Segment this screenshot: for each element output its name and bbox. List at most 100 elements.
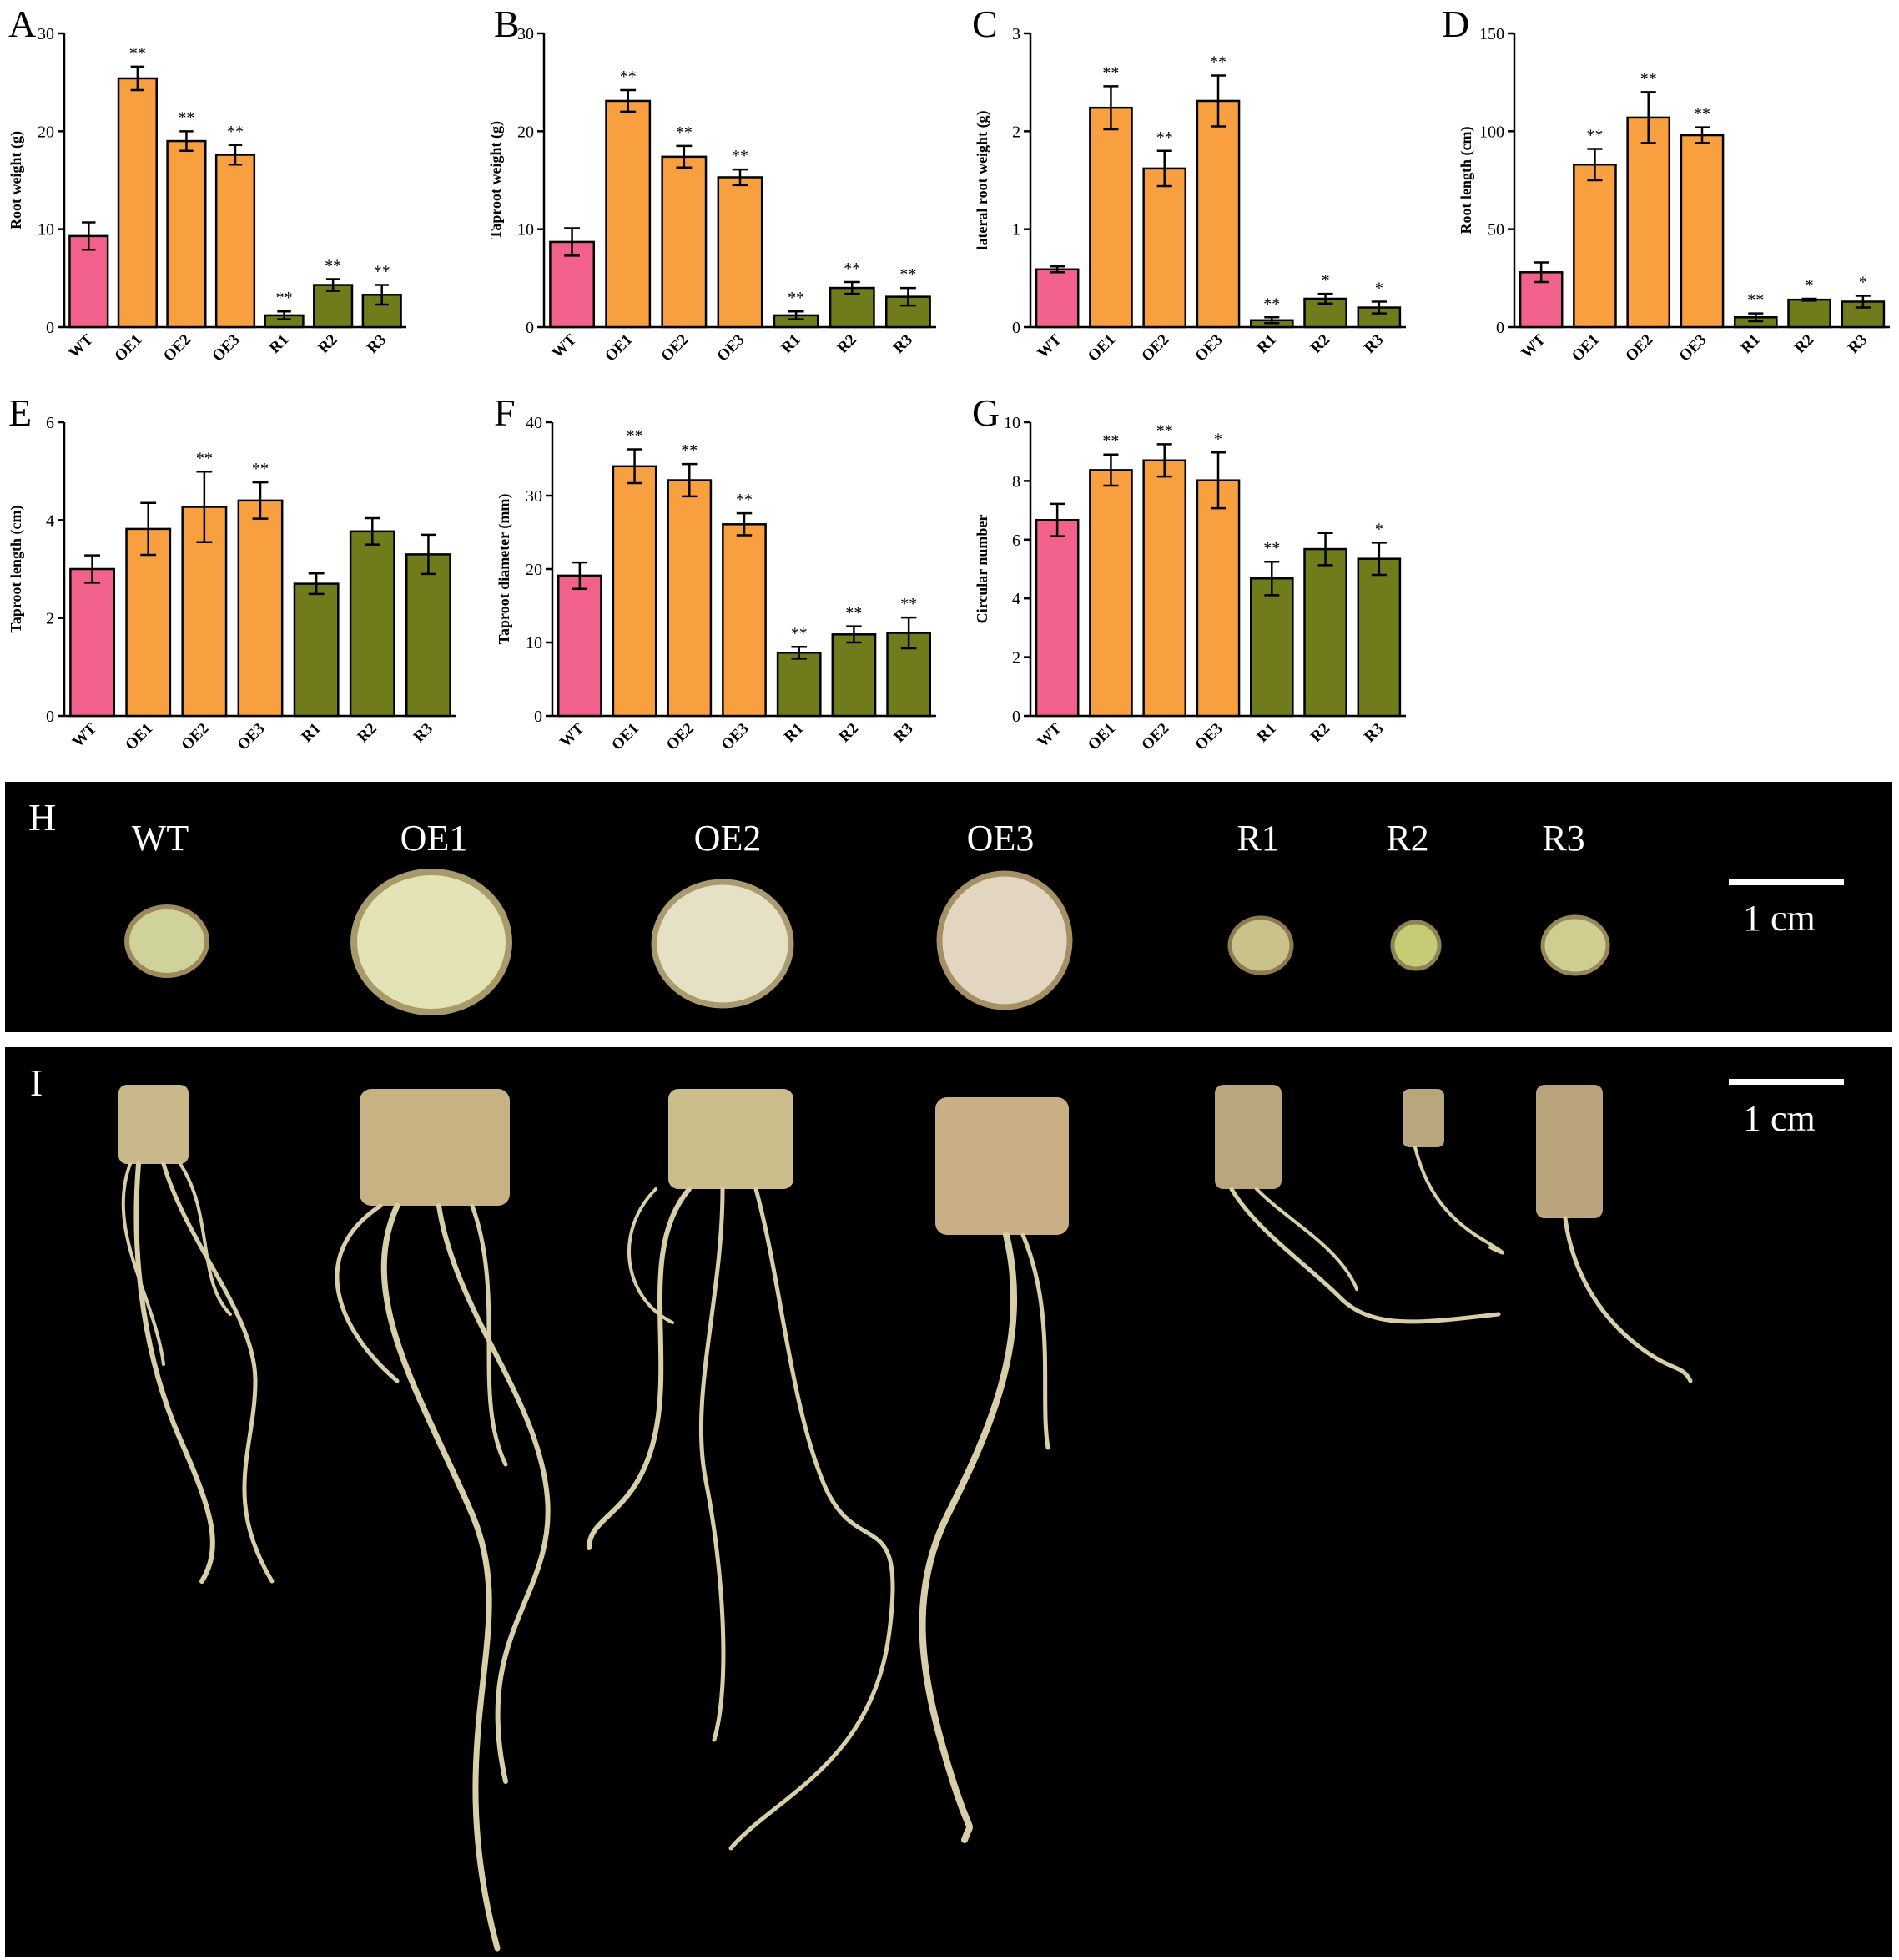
whole-root-photo: I 1 cm (5, 1047, 1892, 1957)
significance-label: ** (325, 257, 341, 275)
bar-oe3 (1680, 134, 1725, 329)
x-tick-label: OE1 (122, 720, 156, 754)
chart-panel-f: F 0 10 20 30 40 Taproot diameter (mm) WT ** OE1 **… (494, 391, 936, 754)
significance-label: ** (791, 624, 808, 642)
y-tick-label: 40 (526, 414, 542, 432)
y-tick-label: 2 (1012, 123, 1020, 141)
bar-r3 (1357, 557, 1402, 718)
bar-oe2 (1142, 167, 1187, 329)
significance-label: ** (1263, 295, 1280, 313)
y-tick-label: 0 (1496, 319, 1504, 337)
significance-label: ** (178, 108, 194, 127)
y-axis-label: Taproot diameter (mm) (496, 494, 513, 645)
significance-label: ** (1586, 126, 1603, 144)
x-tick-label: R3 (411, 720, 436, 746)
y-tick-label: 50 (1488, 221, 1504, 239)
bar-oe3 (1196, 99, 1241, 329)
bar-r1 (1249, 577, 1294, 718)
taproot-cross-section-photo: H WT OE1 OE2 OE3 R1 R2 R3 1 cm (5, 782, 1892, 1032)
significance-label: ** (732, 147, 748, 165)
y-tick-label: 10 (517, 221, 534, 239)
bar-oe3 (722, 523, 767, 718)
y-tick-label: 3 (1012, 25, 1020, 43)
significance-label: ** (1102, 63, 1119, 82)
significance-label: * (1859, 273, 1867, 291)
x-tick-label: OE2 (663, 720, 698, 754)
significance-label: ** (681, 441, 698, 460)
y-axis-label: Taproot weight (g) (487, 121, 505, 239)
x-tick-label: R1 (266, 331, 292, 357)
sample-label-oe2: OE2 (693, 818, 762, 859)
y-tick-label: 150 (1479, 25, 1504, 43)
y-tick-label: 20 (526, 561, 542, 579)
panel-letter: D (1442, 3, 1469, 45)
bar-r1 (293, 582, 340, 718)
x-tick-label: R1 (781, 720, 807, 746)
x-tick-label: OE1 (608, 720, 642, 754)
y-tick-label: 10 (38, 221, 54, 239)
x-tick-label: OE1 (111, 331, 145, 365)
bar-oe1 (1573, 163, 1617, 329)
x-tick-label: R2 (315, 331, 340, 357)
significance-label: * (1375, 520, 1383, 538)
x-tick-label: OE3 (714, 331, 748, 365)
y-tick-label: 0 (46, 319, 54, 337)
x-tick-label: OE3 (1192, 720, 1227, 754)
bar-oe3 (717, 176, 763, 329)
y-tick-label: 100 (1479, 123, 1504, 141)
x-tick-label: R1 (1738, 331, 1764, 357)
root-oe1 (335, 1089, 551, 1952)
bar-oe2 (667, 479, 713, 718)
bar-oe2 (1626, 116, 1671, 329)
x-tick-label: WT (66, 330, 97, 361)
scale-label-i: 1 cm (1743, 1098, 1816, 1139)
chart-panel-a: A 0 10 20 30 Root weight (g) WT ** OE1 ** OE2 ** OE3… (8, 3, 406, 365)
scale-bar-h (1729, 879, 1844, 885)
bar-oe3 (1196, 479, 1241, 718)
y-axis-label: lateral root weight (g) (974, 110, 991, 249)
y-tick-label: 6 (1012, 532, 1020, 550)
sample-label-r1: R1 (1237, 818, 1280, 859)
y-tick-label: 0 (1012, 319, 1020, 337)
root-oe2 (587, 1089, 895, 1851)
y-tick-label: 0 (1012, 708, 1020, 726)
panel-letter-i: I (30, 1061, 43, 1104)
significance-label: ** (844, 259, 860, 278)
bar-wt (549, 240, 596, 329)
significance-label: ** (788, 289, 804, 307)
significance-label: ** (676, 123, 693, 142)
x-tick-label: WT (557, 719, 587, 750)
x-tick-label: OE2 (1622, 331, 1656, 365)
panel-letter: F (494, 391, 516, 434)
bar-oe2 (1142, 459, 1187, 718)
bar-wt (1035, 518, 1080, 718)
panel-letter: C (972, 3, 998, 45)
y-tick-label: 1 (1012, 221, 1020, 239)
x-tick-label: WT (69, 719, 100, 750)
x-tick-label: R1 (1254, 331, 1280, 357)
x-tick-label: R3 (364, 331, 390, 357)
significance-label: ** (1210, 53, 1227, 71)
significance-label: ** (1263, 539, 1280, 557)
x-tick-label: R3 (1361, 331, 1387, 357)
significance-label: ** (845, 604, 862, 622)
sample-label-oe1: OE1 (400, 818, 468, 859)
x-tick-label: R1 (298, 720, 324, 746)
bar-r1 (776, 652, 822, 718)
panel-letter-h: H (28, 796, 57, 839)
x-tick-label: OE2 (1138, 331, 1172, 365)
y-tick-label: 30 (517, 25, 534, 43)
bar-wt (557, 574, 602, 718)
y-tick-label: 6 (46, 414, 54, 432)
significance-label: ** (227, 123, 244, 141)
significance-label: ** (736, 491, 753, 509)
panel-letter: B (494, 3, 520, 45)
bar-r2 (349, 530, 395, 718)
bar-r2 (313, 284, 354, 329)
significance-label: ** (374, 263, 390, 281)
significance-label: ** (620, 68, 637, 86)
x-tick-label: R1 (778, 331, 803, 357)
